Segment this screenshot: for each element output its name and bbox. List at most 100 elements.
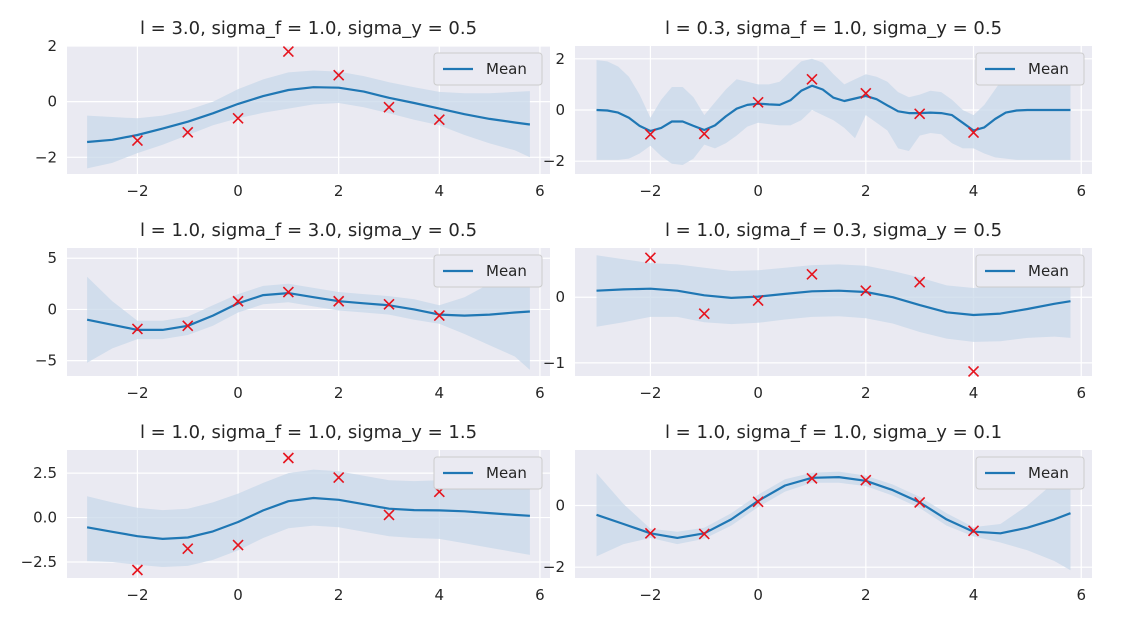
- x-tick-label: 2: [861, 182, 871, 200]
- x-tick-label: 0: [233, 586, 243, 604]
- subplot-5: −2 0 2 4 6 −2.5 0.0 2.5 l = 1.0, sigma_f = 1.0, …: [21, 422, 550, 604]
- y-tick-label: −2: [543, 558, 565, 576]
- data-point-marker: [860, 87, 872, 99]
- data-point-marker: [182, 543, 194, 555]
- y-tick-label: 2: [47, 37, 57, 55]
- data-point-marker: [806, 73, 818, 85]
- mean-line: [87, 86, 531, 144]
- x-tick-label: 0: [233, 384, 243, 402]
- x-tick-label: 4: [969, 586, 979, 604]
- subplot-4: −2 0 2 4 6 −1 0 l = 1.0, sigma_f = 0.3, sigma_y…: [543, 220, 1092, 402]
- legend: Mean: [433, 254, 543, 288]
- mean-line: [596, 287, 1071, 317]
- data-point-marker: [182, 320, 194, 332]
- data-point-marker: [860, 474, 872, 486]
- data-point-marker: [232, 539, 244, 551]
- subplot-title: l = 3.0, sigma_f = 1.0, sigma_y = 0.5: [140, 18, 477, 39]
- data-point-marker: [752, 496, 764, 508]
- legend-box: [975, 254, 1085, 288]
- legend-label: Mean: [486, 60, 527, 78]
- data-point-marker: [282, 45, 294, 58]
- confidence-band: [87, 469, 530, 567]
- data-point-marker: [752, 96, 764, 108]
- data-point-marker: [182, 126, 194, 138]
- y-tick-label: 0: [47, 300, 57, 318]
- data-point-marker: [644, 252, 656, 264]
- plot-content: [87, 70, 531, 169]
- y-tick-label: 0.0: [33, 509, 57, 527]
- data-point-marker: [131, 323, 144, 335]
- x-tick-label: −2: [639, 586, 661, 604]
- data-point-marker: [967, 365, 980, 377]
- legend-box: [975, 456, 1085, 490]
- y-tick-label: 0: [47, 93, 57, 111]
- x-tick-label: 2: [861, 384, 871, 402]
- legend: Mean: [433, 52, 543, 86]
- x-tick-label: 0: [753, 182, 763, 200]
- subplot-title: l = 1.0, sigma_f = 1.0, sigma_y = 0.1: [665, 422, 1002, 443]
- x-tick-label: −2: [639, 384, 661, 402]
- x-tick-label: 6: [1076, 182, 1086, 200]
- data-point-marker: [282, 286, 294, 298]
- subplot-title: l = 1.0, sigma_f = 1.0, sigma_y = 1.5: [140, 422, 477, 443]
- subplot-title: l = 1.0, sigma_f = 0.3, sigma_y = 0.5: [665, 220, 1002, 241]
- x-tick-label: 6: [1076, 384, 1086, 402]
- confidence-band: [596, 255, 1071, 342]
- y-tick-label: −1: [543, 354, 565, 372]
- data-point-marker: [232, 112, 244, 124]
- data-point-marker: [433, 310, 445, 322]
- data-point-marker: [806, 472, 818, 484]
- confidence-band: [596, 58, 1071, 165]
- legend-label: Mean: [486, 464, 527, 482]
- y-tick-label: −2: [543, 152, 565, 170]
- plot-content: [596, 467, 1071, 571]
- legend-label: Mean: [1028, 464, 1069, 482]
- x-tick-label: 4: [435, 384, 445, 402]
- y-tick-label: −5: [35, 352, 57, 370]
- data-point-marker: [698, 308, 710, 320]
- y-tick-label: 0: [555, 101, 565, 119]
- data-point-marker: [914, 496, 926, 508]
- x-tick-label: −2: [639, 182, 661, 200]
- plot-content: [596, 58, 1071, 165]
- data-point-marker: [914, 108, 926, 120]
- mean-line: [596, 84, 1071, 133]
- y-tick-label: −2: [35, 148, 57, 166]
- x-tick-label: 2: [861, 586, 871, 604]
- confidence-band: [87, 70, 530, 169]
- legend: Mean: [975, 456, 1085, 490]
- legend-box: [433, 52, 543, 86]
- mean-line: [86, 292, 530, 331]
- data-point-marker: [333, 69, 345, 81]
- subplot-title: l = 0.3, sigma_f = 1.0, sigma_y = 0.5: [665, 18, 1002, 39]
- x-tick-label: 4: [969, 384, 979, 402]
- x-tick-label: 0: [753, 384, 763, 402]
- x-tick-label: −2: [126, 384, 148, 402]
- legend-box: [433, 254, 543, 288]
- x-tick-label: 6: [535, 384, 545, 402]
- x-tick-label: −2: [126, 182, 148, 200]
- data-point-marker: [383, 101, 395, 113]
- data-point-marker: [967, 126, 980, 139]
- legend-label: Mean: [1028, 60, 1069, 78]
- legend-box: [433, 456, 543, 490]
- y-tick-label: 5: [47, 249, 57, 267]
- x-tick-label: −2: [126, 586, 148, 604]
- data-point-marker: [644, 527, 656, 539]
- x-tick-label: 6: [1076, 586, 1086, 604]
- legend-label: Mean: [486, 262, 527, 280]
- y-tick-label: 2.5: [33, 464, 57, 482]
- x-tick-label: 0: [753, 586, 763, 604]
- x-tick-label: 2: [334, 384, 344, 402]
- legend: Mean: [975, 52, 1085, 86]
- y-tick-label: 2: [555, 50, 565, 68]
- plot-content: [86, 469, 530, 567]
- plot-content: [596, 255, 1071, 342]
- x-tick-label: 0: [233, 182, 243, 200]
- data-point-marker: [131, 135, 144, 147]
- legend-label: Mean: [1028, 262, 1069, 280]
- data-point-marker: [282, 452, 294, 464]
- data-point-marker: [433, 114, 445, 126]
- subplot-3: −2 0 2 4 6 −5 0 5 l = 1.0, sigma_f = 3.0, sigma_…: [35, 220, 550, 402]
- y-tick-label: 0: [555, 497, 565, 515]
